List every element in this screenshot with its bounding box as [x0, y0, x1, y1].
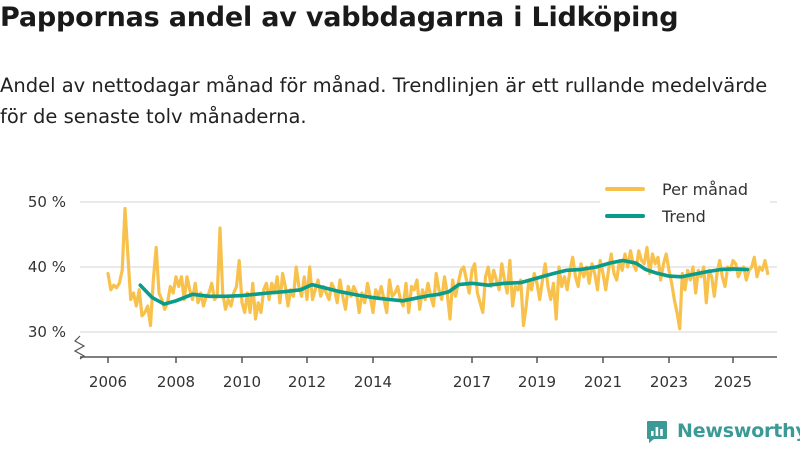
- series-line-trend: [138, 258, 750, 306]
- y-axis-tick-labels: 30 % 40 % 50 %: [28, 193, 66, 341]
- y-tick-label-50: 50 %: [28, 193, 66, 211]
- y-axis-break-marker: [73, 335, 86, 360]
- y-tick-label-30: 30 %: [28, 323, 66, 341]
- x-tick-label-2019: 2019: [518, 373, 556, 391]
- x-tick-label-2010: 2010: [223, 373, 261, 391]
- chart-title: Pappornas andel av vabbdagarna i Lidköpi…: [0, 2, 679, 33]
- brand-logo: Newsworthy: [645, 419, 800, 443]
- legend-label-per-manad: Per månad: [662, 180, 748, 199]
- chart-legend: Per månad Trend: [600, 176, 770, 234]
- x-tick-label-2012: 2012: [288, 373, 326, 391]
- legend-label-trend: Trend: [661, 207, 706, 226]
- newsworthy-logo-icon: [647, 421, 667, 443]
- x-tick-label-2006: 2006: [89, 373, 127, 391]
- x-tick-label-2021: 2021: [584, 373, 622, 391]
- x-axis: 2006 2008 2010 2012 2014 2017 2019 2021 2023 2025: [73, 335, 777, 391]
- data-series: [106, 206, 770, 331]
- y-tick-label-40: 40 %: [28, 258, 66, 276]
- x-tick-label-2025: 2025: [714, 373, 752, 391]
- x-tick-label-2023: 2023: [650, 373, 688, 391]
- legend-background: [600, 176, 770, 234]
- chart-subtitle: Andel av nettodagar månad för månad. Tre…: [0, 74, 768, 128]
- brand-name: Newsworthy: [677, 420, 800, 442]
- x-tick-label-2017: 2017: [453, 373, 491, 391]
- x-tick-label-2014: 2014: [354, 373, 392, 391]
- x-tick-label-2008: 2008: [157, 373, 195, 391]
